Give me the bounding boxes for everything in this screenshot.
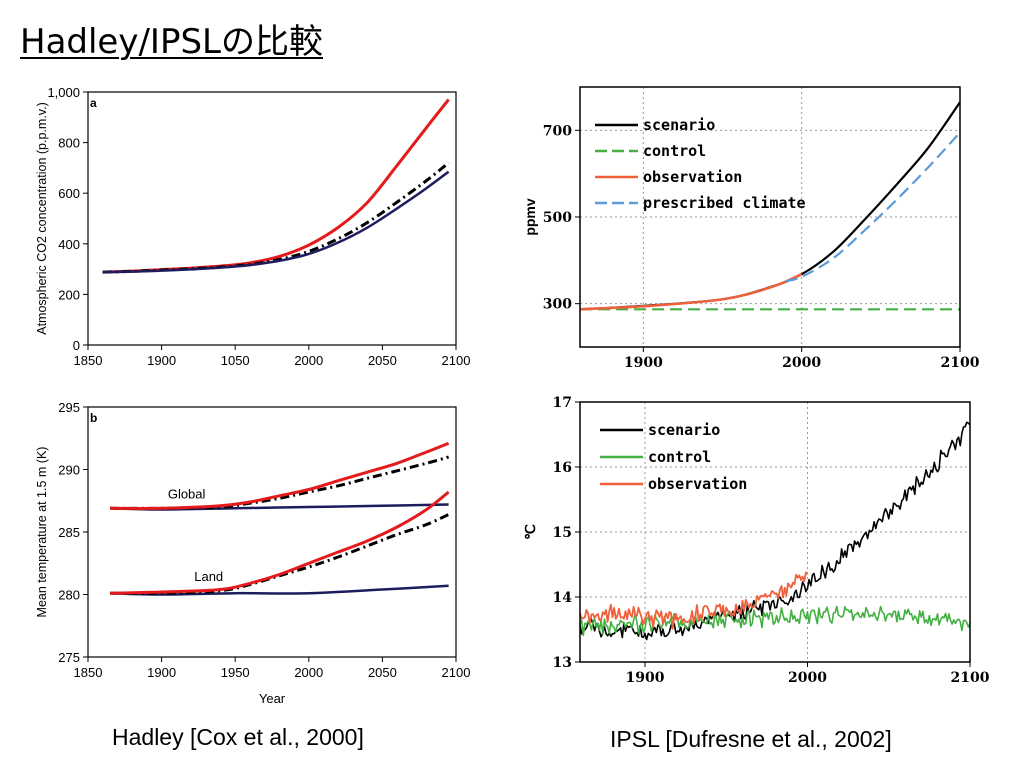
observation-line bbox=[579, 273, 803, 311]
legend-label-control: control bbox=[648, 448, 711, 466]
y-tick-label: 275 bbox=[58, 650, 80, 665]
y-tick-label: 17 bbox=[553, 395, 572, 411]
y-axis-label: ℃ bbox=[522, 524, 538, 540]
x-tick-label: 1900 bbox=[624, 355, 663, 371]
y-tick-label: 16 bbox=[553, 460, 572, 476]
scenario-line bbox=[579, 421, 971, 641]
hadley-temperature-chart: 1850 1900 1950 2000 2050 2100 275 280 285 290 295 M… bbox=[30, 395, 500, 715]
panel-label: b bbox=[90, 411, 97, 425]
x-tick-label: 2000 bbox=[294, 665, 323, 680]
control-line bbox=[579, 605, 971, 637]
y-tick-label: 700 bbox=[543, 123, 572, 139]
series-annotation-land: Land bbox=[194, 569, 223, 584]
y-tick-label: 300 bbox=[543, 297, 572, 313]
hadley-co2-chart: 1850 1900 1050 2000 2050 2100 0 200 400 600 800 1,0… bbox=[30, 60, 500, 390]
y-axis-label: Atmospheric CO2 concentration (p.p.m.v.) bbox=[35, 102, 49, 335]
x-tick-label: 1900 bbox=[147, 353, 176, 368]
x-tick-label: 1050 bbox=[221, 353, 250, 368]
land-solid-line bbox=[110, 490, 450, 595]
x-tick-label: 2050 bbox=[368, 665, 397, 680]
prescribed-climate-line bbox=[785, 131, 961, 283]
legend-label-scenario: scenario bbox=[643, 116, 715, 134]
x-tick-label: 1900 bbox=[147, 665, 176, 680]
x-tick-label: 1850 bbox=[74, 353, 103, 368]
series-annotation-global: Global bbox=[168, 486, 206, 501]
y-tick-label: 15 bbox=[553, 525, 572, 541]
slide-title: Hadley/IPSLの比較 bbox=[20, 22, 323, 62]
observation-line bbox=[579, 571, 809, 630]
x-tick-label: 2100 bbox=[951, 670, 990, 686]
legend-label-prescribed-climate: prescribed climate bbox=[643, 194, 806, 212]
x-tick-label: 2100 bbox=[442, 353, 471, 368]
x-tick-label: 2000 bbox=[788, 670, 827, 686]
x-tick-label: 2000 bbox=[294, 353, 323, 368]
x-tick-label: 2100 bbox=[442, 665, 471, 680]
x-tick-label: 1850 bbox=[74, 665, 103, 680]
y-tick-label: 800 bbox=[58, 136, 80, 151]
legend-label-control: control bbox=[643, 142, 706, 160]
y-axis-label: ppmv bbox=[522, 198, 538, 236]
x-tick-label: 1900 bbox=[626, 670, 665, 686]
series-2-line bbox=[102, 170, 450, 274]
plot-frame bbox=[87, 406, 457, 658]
y-tick-label: 500 bbox=[543, 210, 572, 226]
y-tick-label: 200 bbox=[58, 287, 80, 302]
ipsl-co2-chart: 1900 2000 2100 300 500 700 ppmv scenario control… bbox=[520, 75, 990, 385]
x-tick-label: 2050 bbox=[368, 353, 397, 368]
x-tick-label: 2100 bbox=[941, 355, 980, 371]
global-solid-line bbox=[110, 441, 450, 510]
y-tick-label: 14 bbox=[553, 590, 573, 606]
legend-label-scenario: scenario bbox=[648, 421, 720, 439]
ipsl-caption: IPSL [Dufresne et al., 2002] bbox=[610, 726, 892, 752]
y-tick-label: 0 bbox=[73, 338, 80, 353]
x-axis-label: Year bbox=[259, 691, 286, 706]
y-tick-label: 1,000 bbox=[47, 85, 80, 100]
series-0-line bbox=[102, 98, 450, 274]
y-tick-label: 400 bbox=[58, 237, 80, 252]
panel-label: a bbox=[90, 96, 97, 110]
y-tick-label: 295 bbox=[58, 400, 80, 415]
legend-label-observation: observation bbox=[648, 475, 747, 493]
y-tick-label: 285 bbox=[58, 525, 80, 540]
y-tick-label: 600 bbox=[58, 186, 80, 201]
y-tick-label: 280 bbox=[58, 588, 80, 603]
global-dashdot-line bbox=[110, 455, 450, 510]
x-tick-label: 2000 bbox=[782, 355, 821, 371]
series-1-line bbox=[102, 161, 450, 274]
ipsl-temperature-chart: 1900 2000 2100 13 14 15 16 17 ℃ scenario control ob… bbox=[520, 390, 990, 700]
y-tick-label: 290 bbox=[58, 463, 80, 478]
plot-frame bbox=[87, 91, 457, 346]
x-tick-label: 1950 bbox=[221, 665, 250, 680]
y-tick-label: 13 bbox=[553, 655, 572, 671]
hadley-caption: Hadley [Cox et al., 2000] bbox=[112, 724, 364, 750]
y-axis-label: Mean temperature at 1.5 m (K) bbox=[35, 447, 49, 618]
legend-label-observation: observation bbox=[643, 168, 742, 186]
